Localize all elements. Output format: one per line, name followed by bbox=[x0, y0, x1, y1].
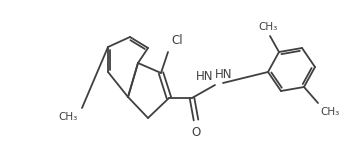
Text: CH₃: CH₃ bbox=[258, 22, 278, 32]
Text: HN: HN bbox=[215, 68, 233, 81]
Text: Cl: Cl bbox=[171, 34, 183, 47]
Text: HN: HN bbox=[195, 70, 213, 83]
Text: CH₃: CH₃ bbox=[320, 107, 339, 117]
Text: CH₃: CH₃ bbox=[59, 112, 78, 122]
Text: O: O bbox=[191, 126, 201, 139]
